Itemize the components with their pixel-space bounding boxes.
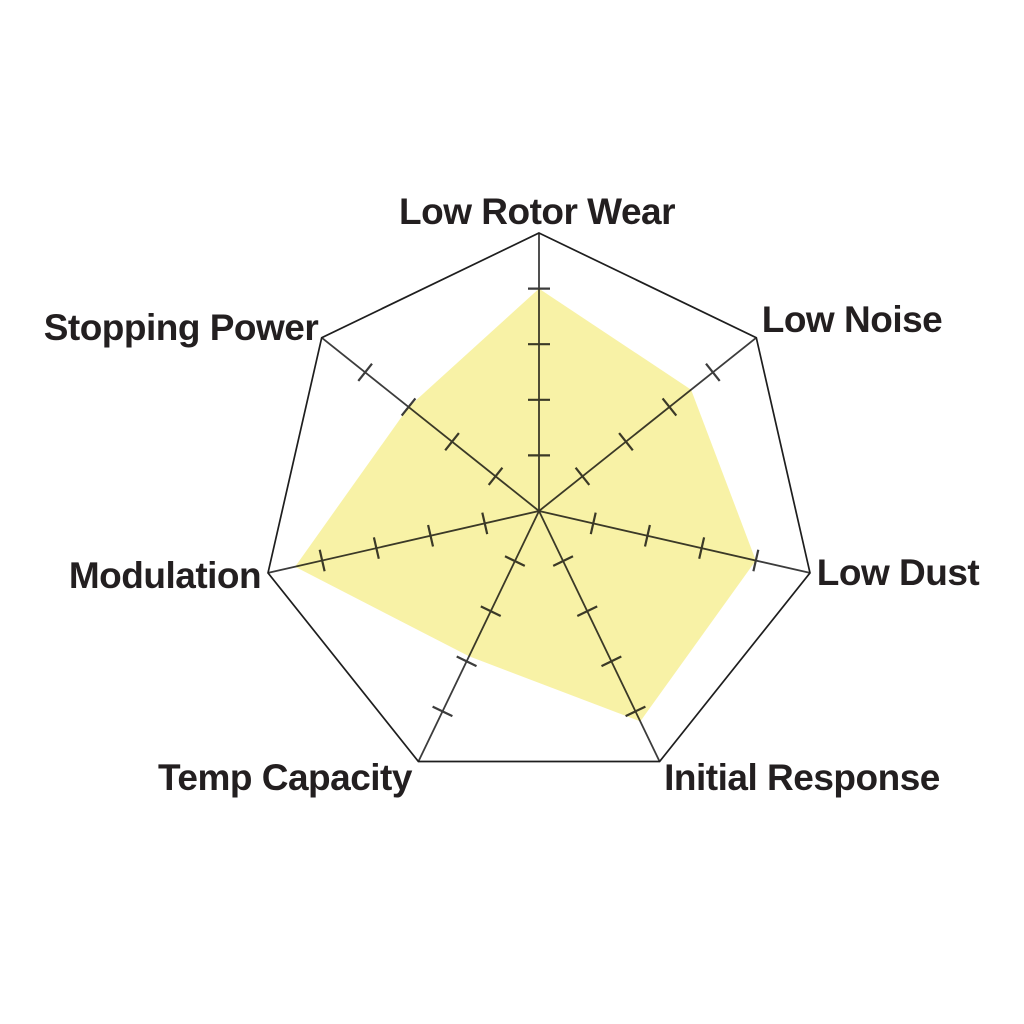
- axis-tick: [357, 363, 373, 382]
- axis-label-initial-response: Initial Response: [664, 757, 940, 798]
- axis-label-modulation: Modulation: [69, 555, 261, 596]
- axis-label-low-dust: Low Dust: [817, 552, 980, 593]
- axis-label-low-noise: Low Noise: [762, 299, 943, 340]
- axis-label-low-rotor-wear: Low Rotor Wear: [399, 191, 675, 232]
- axis-tick: [456, 655, 477, 668]
- chart-outline: [267, 232, 811, 763]
- axis-tick: [432, 705, 453, 718]
- data-polygon: [295, 288, 756, 722]
- axis-tick: [400, 397, 417, 417]
- axis-tick: [705, 363, 721, 382]
- axis-label-stopping-power: Stopping Power: [44, 307, 319, 348]
- axis-label-temp-capacity: Temp Capacity: [158, 757, 413, 798]
- axis-tick: [752, 549, 760, 572]
